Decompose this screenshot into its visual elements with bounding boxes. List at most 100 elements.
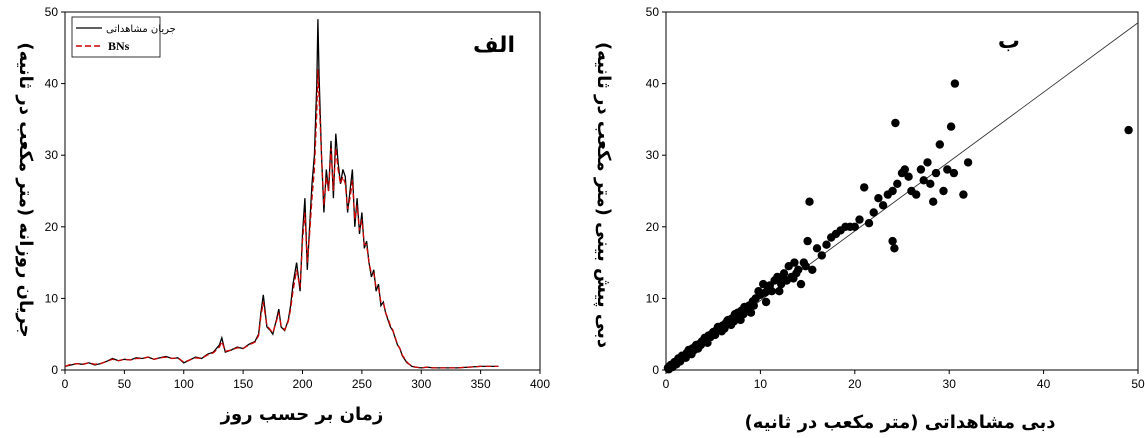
panel-a-y-axis: 0 10 20 30 40 50 — [45, 5, 65, 377]
x-tick-label: 50 — [1131, 377, 1145, 391]
scatter-point — [805, 197, 814, 206]
panel-b-frame — [665, 11, 1139, 371]
scatter-point — [931, 168, 941, 178]
scatter-point — [888, 186, 897, 196]
series-line-bns — [64, 69, 499, 369]
x-tick-label: 0 — [663, 377, 670, 391]
scatter-point — [822, 240, 831, 249]
scatter-point — [720, 324, 729, 333]
scatter-point — [935, 140, 944, 149]
x-tick-label: 100 — [174, 377, 194, 391]
scatter-point — [923, 158, 932, 167]
x-tick-label: 0 — [62, 377, 69, 391]
panel-b-x-axis-title: دبی مشاهداتی (متر مکعب در ثانیه) — [745, 412, 1056, 433]
scatter-point — [900, 165, 909, 174]
scatter-point — [929, 197, 938, 206]
scatter-point — [761, 297, 771, 307]
panel-a-label: الف — [473, 33, 515, 58]
x-tick-label: 10 — [754, 377, 768, 391]
legend-label-bns: BNs — [108, 39, 130, 53]
scatter-point — [687, 350, 696, 359]
x-tick-label: 200 — [292, 377, 312, 391]
x-tick-label: 50 — [118, 377, 132, 391]
scatter-point — [1124, 125, 1133, 135]
scatter-point — [891, 118, 900, 128]
x-tick-label: 400 — [530, 377, 550, 391]
scatter-point — [904, 172, 913, 181]
scatter-point — [916, 165, 926, 174]
scatter-point — [801, 262, 810, 271]
y-tick-label: 50 — [646, 5, 660, 19]
scatter-point — [878, 201, 888, 210]
scatter-point — [808, 265, 817, 274]
x-tick-label: 40 — [1037, 377, 1051, 391]
scatter-point — [912, 190, 921, 199]
y-tick-label: 40 — [646, 77, 660, 91]
legend-box — [71, 16, 161, 58]
y-tick-label: 30 — [646, 148, 660, 162]
scatter-point — [919, 176, 928, 185]
panel-a-legend: جریان مشاهداتی BNs — [71, 16, 176, 58]
panel-b-points — [663, 79, 1133, 374]
y-tick-label: 20 — [646, 220, 660, 234]
y-tick-label: 20 — [45, 220, 59, 234]
scatter-point — [864, 219, 874, 228]
y-tick-label: 10 — [45, 291, 59, 305]
scatter-point — [743, 304, 752, 314]
scatter-point — [803, 236, 812, 246]
panel-b-y-axis: 0 10 20 30 40 50 — [646, 5, 666, 377]
scatter-point — [893, 179, 902, 188]
legend-label-observed: جریان مشاهداتی — [106, 24, 176, 35]
scatter-point — [869, 208, 878, 217]
scatter-point — [963, 158, 973, 167]
panel-a-y-axis-title: جریان روزانه (متر مکعب در ثانیه) — [15, 42, 36, 337]
panel-a-x-axis-title: زمان بر حسب روز — [220, 404, 384, 425]
scatter-point — [950, 79, 960, 88]
scatter-point — [710, 330, 720, 340]
scatter-point — [890, 244, 899, 253]
panel-b: 0 10 20 30 40 50 0 10 20 30 40 50 ب دبی مشاهداتی (… — [593, 5, 1145, 433]
scatter-point — [860, 183, 869, 192]
y-tick-label: 40 — [45, 77, 59, 91]
scatter-point — [817, 251, 826, 260]
x-tick-label: 300 — [411, 377, 431, 391]
scatter-point — [874, 194, 883, 203]
scatter-point — [789, 274, 798, 283]
x-tick-label: 20 — [848, 377, 862, 391]
scatter-point — [749, 301, 758, 310]
scatter-point — [777, 274, 787, 283]
panel-a-x-axis: 0 50 100 150 200 250 300 350 400 — [62, 370, 550, 391]
scatter-point — [775, 287, 784, 296]
panel-b-x-axis: 0 10 20 30 40 50 — [663, 370, 1145, 391]
y-tick-label: 0 — [652, 363, 659, 377]
x-tick-label: 350 — [471, 377, 491, 391]
panel-b-label: ب — [998, 29, 1020, 54]
scatter-point — [926, 179, 935, 188]
scatter-point — [946, 122, 956, 131]
panel-a-frame — [64, 11, 541, 371]
scatter-point — [888, 236, 897, 246]
scatter-point — [696, 340, 706, 350]
panel-a-series — [64, 19, 499, 369]
scatter-point — [939, 186, 948, 196]
scatter-point — [959, 190, 968, 199]
panel-b-y-axis-title: دبی پیش بینی (متر مکعب در ثانیه) — [593, 42, 614, 348]
panel-a: 0 50 100 150 200 250 300 350 400 0 10 20 30 40 50 الف… — [15, 5, 550, 425]
scatter-point — [765, 281, 774, 290]
x-tick-label: 250 — [352, 377, 372, 391]
scatter-point — [790, 258, 799, 267]
y-tick-label: 0 — [51, 363, 58, 377]
scatter-point — [855, 215, 864, 224]
y-tick-label: 50 — [45, 5, 59, 19]
y-tick-label: 10 — [646, 291, 660, 305]
scatter-point — [949, 168, 959, 178]
series-line-observed — [64, 19, 499, 369]
scatter-point — [794, 265, 803, 274]
scatter-point — [850, 222, 859, 231]
y-tick-label: 30 — [45, 148, 59, 162]
x-tick-label: 150 — [233, 377, 253, 391]
x-tick-label: 30 — [943, 377, 957, 391]
scatter-point — [812, 244, 822, 253]
scatter-point — [943, 165, 952, 174]
